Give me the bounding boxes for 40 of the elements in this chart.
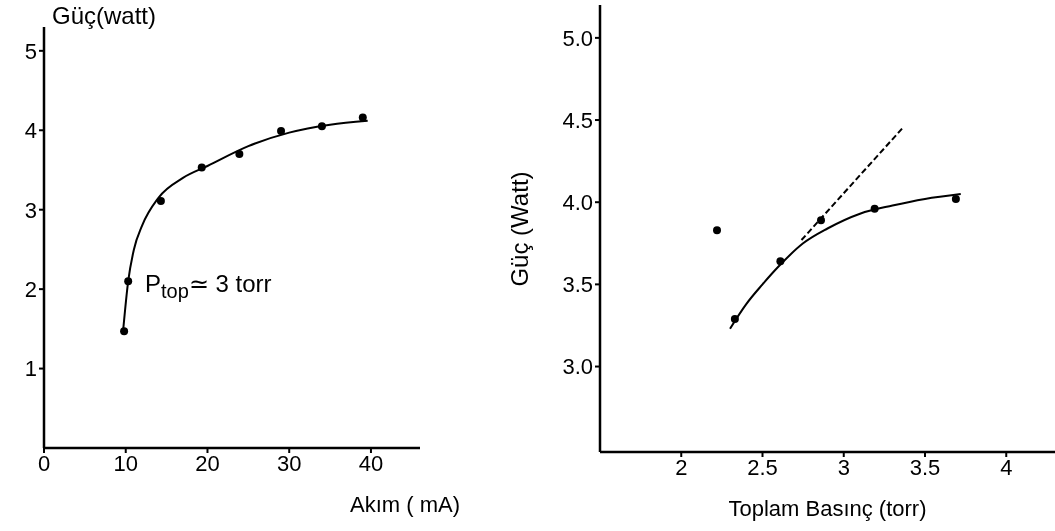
- point: [120, 327, 129, 336]
- point: [235, 150, 244, 159]
- x-axis-title: Akım ( mA): [350, 492, 460, 518]
- y-axis-title: Güç(watt): [52, 2, 157, 30]
- y-axis-title: Güç (Watt): [506, 170, 534, 287]
- point: [870, 204, 879, 213]
- x-tick-label: 2: [675, 454, 688, 480]
- x-tick-label: 30: [276, 450, 302, 476]
- y-tick-label: 3: [24, 197, 37, 223]
- point: [951, 194, 960, 203]
- point: [713, 226, 721, 235]
- y-tick-label: 4.5: [562, 107, 593, 133]
- point: [156, 196, 165, 205]
- y-tick-label: 4.0: [562, 190, 593, 216]
- y-tick-label: 3.5: [562, 272, 593, 298]
- x-axis-title: Toplam Basınç (torr): [728, 496, 927, 522]
- x-tick-label: 3: [837, 454, 850, 480]
- x-tick-label: 0: [37, 450, 51, 476]
- y-tick-label: 1: [24, 356, 37, 382]
- annotation: P$_{top}$≃ 3 torr: [145, 270, 272, 303]
- y-tick-label: 3.0: [562, 354, 593, 380]
- point: [277, 127, 286, 136]
- point: [124, 277, 133, 286]
- x-tick-label: 20: [195, 450, 220, 476]
- point: [817, 216, 825, 225]
- x-tick-label: 4: [1000, 454, 1013, 480]
- point: [358, 113, 367, 122]
- line-series: [729, 192, 962, 330]
- point: [730, 314, 739, 323]
- x-tick-label: 2.5: [747, 454, 778, 480]
- y-tick-label: 4: [24, 118, 37, 144]
- x-tick-label: 3.5: [909, 454, 941, 480]
- y-tick-label: 5.0: [562, 25, 593, 51]
- y-tick-label: 5: [24, 38, 37, 64]
- x-tick-label: 40: [358, 450, 384, 476]
- x-tick-label: 10: [113, 450, 138, 476]
- point: [197, 163, 206, 172]
- point: [317, 122, 326, 131]
- point: [776, 257, 785, 266]
- y-tick-label: 2: [24, 276, 37, 302]
